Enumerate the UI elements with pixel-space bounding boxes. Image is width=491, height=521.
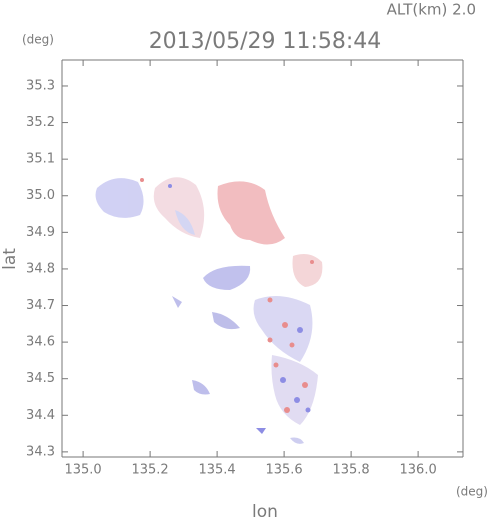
y-axis-label: lat [0, 248, 20, 270]
radar-echo [95, 177, 323, 444]
y-tick-label: 34.4 [26, 408, 55, 423]
x-tick-label: 135.8 [332, 463, 369, 478]
x-tick-label: 135.2 [131, 463, 168, 478]
y-tick-label: 34.9 [26, 225, 55, 240]
y-tick-label: 34.6 [26, 335, 55, 350]
y-tick-label: 34.5 [26, 371, 55, 386]
subtitle: ALT(km) 2.0 [387, 1, 476, 19]
chart-title: 2013/05/29 11:58:44 [149, 29, 382, 54]
y-tick-label: 34.7 [26, 298, 55, 313]
y-unit: (deg) [22, 33, 54, 47]
x-tick-label: 136.0 [400, 463, 437, 478]
x-tick-label: 135.4 [198, 463, 235, 478]
y-tick-label: 35.2 [26, 115, 55, 130]
x-unit: (deg) [456, 485, 488, 499]
frame [61, 59, 464, 458]
y-tick-label: 35.0 [26, 188, 55, 203]
x-axis-label: lon [252, 502, 278, 521]
y-tick-label: 34.3 [26, 444, 55, 459]
y-tick-label: 35.3 [26, 78, 55, 93]
y-tick-label: 35.1 [26, 152, 55, 167]
x-tick-label: 135.6 [265, 463, 302, 478]
y-tick-label: 34.8 [26, 261, 55, 276]
x-tick-label: 135.0 [64, 463, 101, 478]
